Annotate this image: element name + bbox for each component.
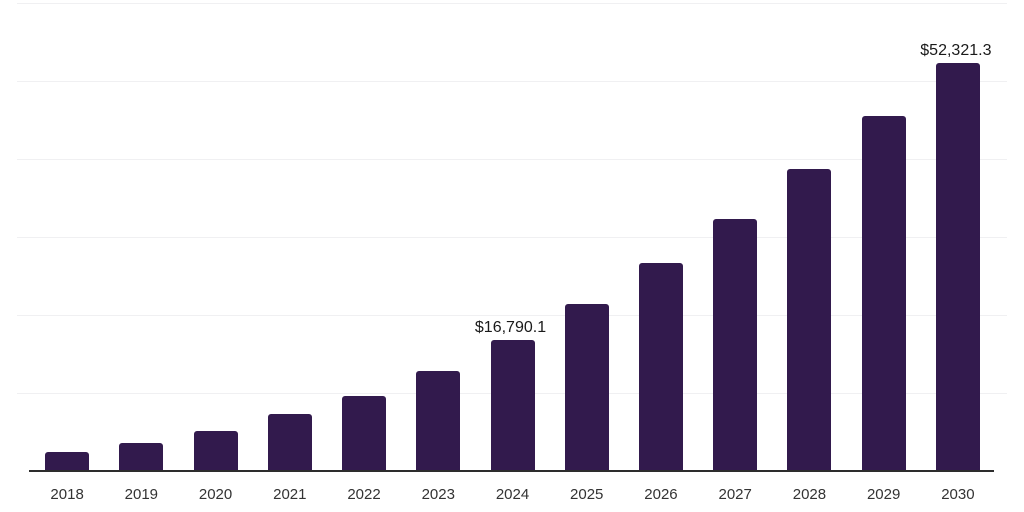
gridline [17,237,1007,238]
data-label-2030: $52,321.3 [920,41,992,59]
x-tick-label-2026: 2026 [644,486,678,503]
x-tick-label-2021: 2021 [273,486,307,503]
x-tick-label-2030: 2030 [941,486,975,503]
x-tick-label-2024: 2024 [495,486,530,503]
gridline [17,81,1007,82]
bar-2028 [787,168,832,471]
bar-2030 [935,62,980,471]
x-tick-label-2025: 2025 [570,486,604,503]
x-tick-label-2022: 2022 [347,486,381,503]
gridline [17,159,1007,160]
x-tick-label-2018: 2018 [50,486,84,503]
x-axis-line [29,470,994,472]
gridline [17,3,1007,4]
bar-2024 [490,340,535,471]
bar-2025 [564,304,609,471]
x-tick-label-2023: 2023 [421,486,455,503]
bar-2019 [119,443,164,471]
data-label-2024: $16,790.1 [474,319,547,337]
x-tick-label-2029: 2029 [866,486,901,503]
bar-2023 [416,370,461,471]
bar-2026 [638,263,683,471]
bar-2027 [713,218,758,471]
bar-2021 [267,414,312,471]
x-tick-label-2020: 2020 [198,486,233,503]
bar-2018 [45,452,90,471]
x-tick-label-2027: 2027 [718,486,752,503]
bar-2029 [861,116,906,471]
x-tick-label-2019: 2019 [124,486,159,503]
bar-2022 [342,395,387,471]
bar-2020 [193,430,238,471]
gridline [17,315,1007,316]
x-tick-label-2028: 2028 [792,486,827,503]
